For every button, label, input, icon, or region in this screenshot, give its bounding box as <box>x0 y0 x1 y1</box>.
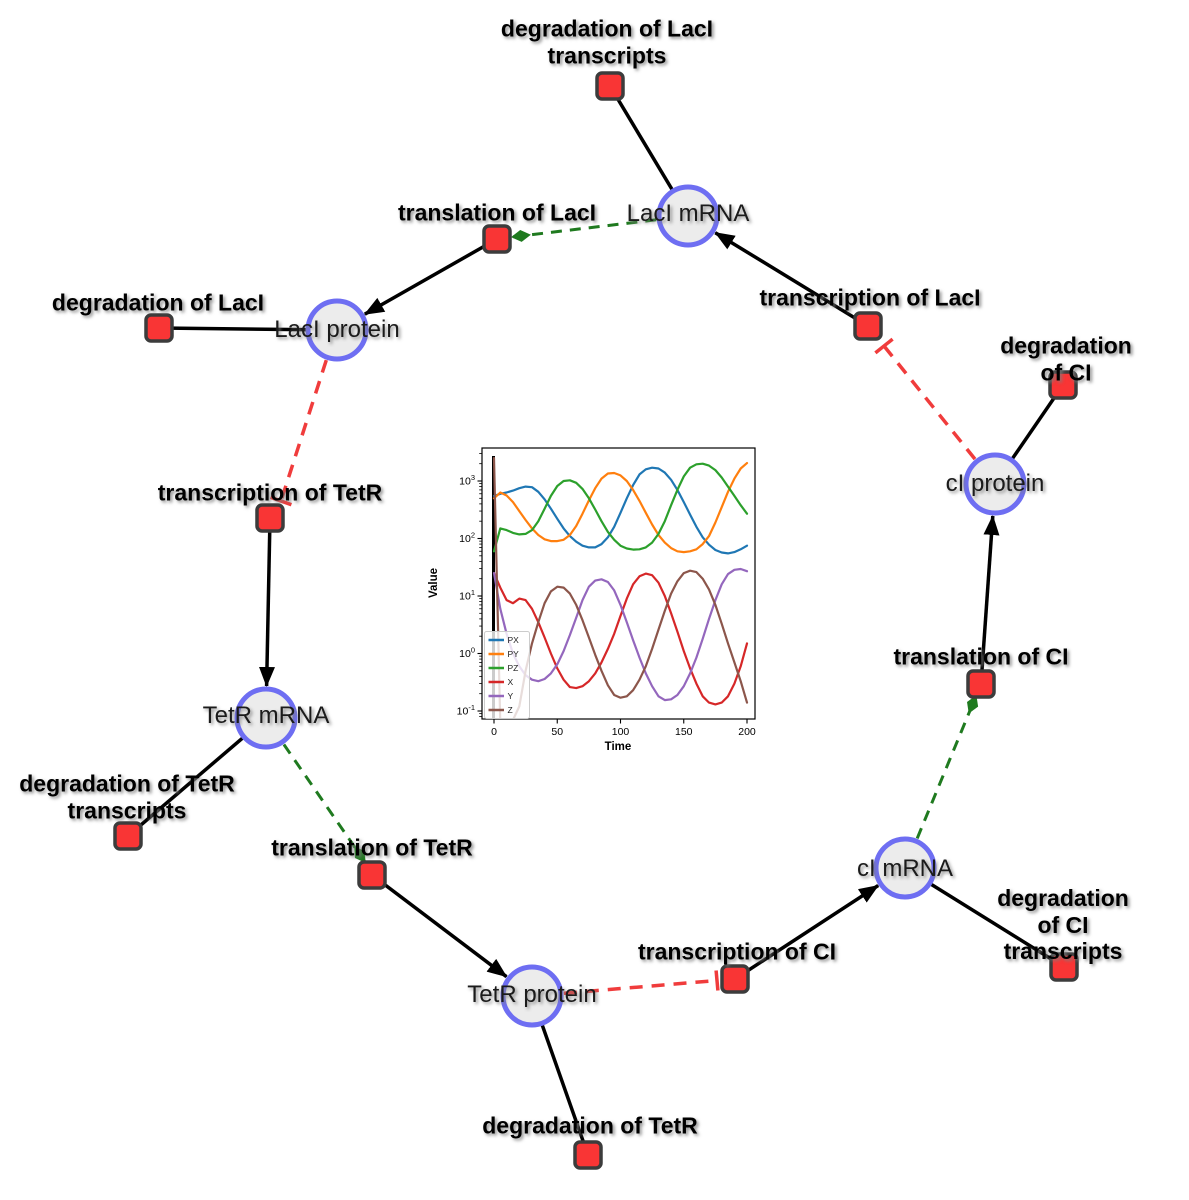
edge-catalysis-tetr-mrna-translation <box>282 743 367 863</box>
edge-production-translation-laci-protein <box>363 237 498 316</box>
reaction-node-degradation-of-laci <box>144 313 174 343</box>
species-node-tetr-mrna <box>234 686 298 750</box>
inhibition-tbar-transcription-laci <box>874 337 894 355</box>
edge-catalysis-ci-mrna-translation <box>915 695 979 839</box>
edge-production-translation-ci-protein <box>979 515 1000 685</box>
label-transcription-of-tetr: transcription of TetR <box>157 479 383 506</box>
chart-series-PZ <box>492 462 749 553</box>
species-node-laci-protein <box>305 298 369 362</box>
edge-production-transcription-laci-mrna <box>714 231 869 328</box>
label-degradation-of-ci-transcripts: degradation of CI transcripts <box>997 884 1129 965</box>
reaction-node-degradation-of-laci-transcripts <box>595 71 625 101</box>
label-transcription-of-ci: transcription of CI <box>637 938 837 965</box>
chart-series-Y <box>492 567 749 702</box>
edge-catalysis-laci-mrna-translation <box>511 218 657 242</box>
chart-y-tick-label: 101 <box>459 588 475 603</box>
reaction-node-transcription-of-tetr <box>255 503 285 533</box>
label-degradation-of-laci-transcripts: degradation of LacI transcripts <box>500 15 714 68</box>
label-translation-of-tetr: translation of TetR <box>271 834 473 861</box>
label-ci-protein: cI protein <box>945 470 1045 498</box>
chart-legend-label-Y: Y <box>508 691 514 701</box>
label-degradation-of-ci: degradation of CI <box>1000 332 1132 385</box>
chart-x-tick-label: 0 <box>491 726 497 738</box>
reaction-node-translation-of-tetr <box>357 860 387 890</box>
chart-legend-label-PY: PY <box>508 649 520 659</box>
reaction-node-degradation-of-ci <box>1048 370 1078 400</box>
chart-x-tick-label: 100 <box>612 726 630 738</box>
chart-legend: PX PY PZ XYZ <box>484 631 530 719</box>
reaction-node-translation-of-ci <box>966 669 996 699</box>
inhibition-tbar-transcription-ci <box>714 970 720 991</box>
species-node-laci-mrna <box>656 184 720 248</box>
edge-inhibition-tetr-protein-transcription-ci <box>563 978 718 996</box>
reaction-node-degradation-of-tetr <box>573 1140 603 1170</box>
edge-inhibition-ci-protein-transcription-laci <box>882 344 977 461</box>
edge-production-translation-tetr-protein <box>370 873 508 979</box>
chart-x-tick-label: 50 <box>551 726 563 738</box>
chart-y-tick-label: 102 <box>459 531 475 546</box>
edge-production-transcription-tetr-mrna <box>258 517 275 687</box>
inhibition-tbar-transcription-tetr <box>270 495 292 507</box>
species-node-ci-protein <box>963 452 1027 516</box>
edge-inhibition-laci-protein-transcription-tetr <box>279 359 328 502</box>
chart-y-tick-label: 100 <box>459 646 475 661</box>
reaction-node-transcription-of-ci <box>720 964 750 994</box>
chart-series-PY <box>492 462 749 554</box>
label-ci-mrna: cI mRNA <box>857 855 953 883</box>
label-laci-mrna: LacI mRNA <box>626 200 750 228</box>
chart-series-Z <box>492 457 749 719</box>
chart-x-tick-label: 150 <box>675 726 693 738</box>
inset-timeseries-chart: 0 50 100 150 200 103 102 101 100 10-1 PX PY PZ XYZ Ti… <box>428 447 756 753</box>
species-node-ci-mrna <box>873 836 937 900</box>
chart-spines <box>481 447 756 720</box>
label-transcription-of-laci: transcription of LacI <box>759 284 981 311</box>
chart-legend-label-Z: Z <box>508 705 513 715</box>
label-degradation-of-laci: degradation of LacI <box>51 289 265 316</box>
species-node-tetr-protein <box>500 964 564 1028</box>
label-degradation-of-tetr-transcripts: degradation of TetR transcripts <box>19 770 235 823</box>
chart-xaxis-label: Time <box>605 741 632 753</box>
reaction-node-transcription-of-laci <box>853 311 883 341</box>
label-translation-of-laci: translation of LacI <box>397 199 597 226</box>
chart-y-tick-label: 103 <box>459 473 475 488</box>
chart-y-tick-label: 10-1 <box>457 703 475 718</box>
reaction-node-degradation-of-tetr-transcripts <box>113 821 143 851</box>
label-laci-protein: LacI protein <box>274 316 400 344</box>
chart-yaxis-label: Value <box>428 568 440 598</box>
chart-x-tick-label: 200 <box>738 726 756 738</box>
chart-legend-label-PX: PX <box>508 635 520 645</box>
label-translation-of-ci: translation of CI <box>893 643 1069 670</box>
reaction-node-degradation-of-ci-transcripts <box>1049 952 1079 982</box>
chart-legend-label-X: X <box>508 677 514 687</box>
label-tetr-mrna: TetR mRNA <box>202 702 330 730</box>
chart-series-X <box>492 571 749 706</box>
label-degradation-of-tetr: degradation of TetR <box>482 1112 698 1139</box>
reaction-node-translation-of-laci <box>482 224 512 254</box>
chart-legend-label-PZ: PZ <box>508 663 519 673</box>
edge-production-transcription-ci-mrna <box>734 884 880 981</box>
label-tetr-protein: TetR protein <box>467 981 597 1009</box>
